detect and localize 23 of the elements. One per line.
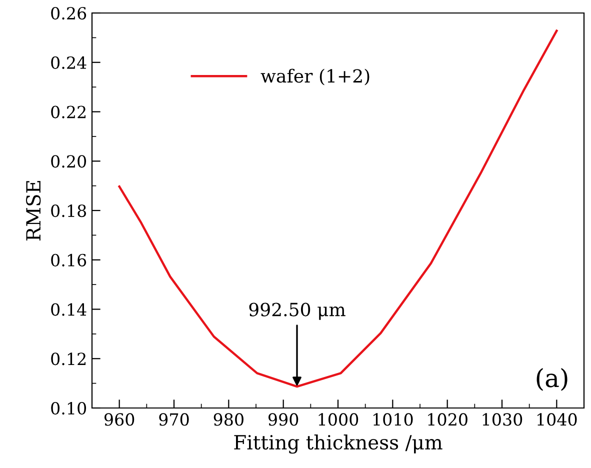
y-tick-label: 0.20 [51, 155, 86, 168]
x-tick-label: 1010 [373, 413, 413, 426]
x-tick-label: 1040 [537, 413, 577, 426]
x-tick-label: 970 [159, 413, 189, 426]
annotation: (a) [536, 368, 568, 391]
y-tick-label: 0.18 [51, 204, 86, 218]
x-tick-label: 980 [214, 413, 244, 426]
x-tick-label: 1020 [428, 413, 468, 426]
y-tick-label: 0.10 [51, 402, 86, 415]
y-tick-label: 0.16 [51, 254, 86, 266]
x-tick-label: 1030 [482, 413, 522, 426]
x-tick-label: 1000 [318, 413, 358, 426]
x-tick-label: 960 [104, 413, 134, 426]
legend-label: wafer (1+2) [260, 68, 370, 86]
y-tick-label: 0.24 [51, 56, 86, 69]
x-tick-label: 990 [268, 413, 298, 426]
y-tick-label: 0.14 [51, 303, 86, 316]
y-tick-label: 0.22 [51, 106, 86, 118]
y-axis-title: RMSE [26, 181, 41, 240]
y-tick-label: 0.26 [51, 6, 86, 20]
y-tick-label: 0.12 [51, 352, 86, 366]
annotation: 992.50 μm [249, 302, 346, 320]
x-axis-title: Fitting thickness /μm [234, 434, 442, 454]
